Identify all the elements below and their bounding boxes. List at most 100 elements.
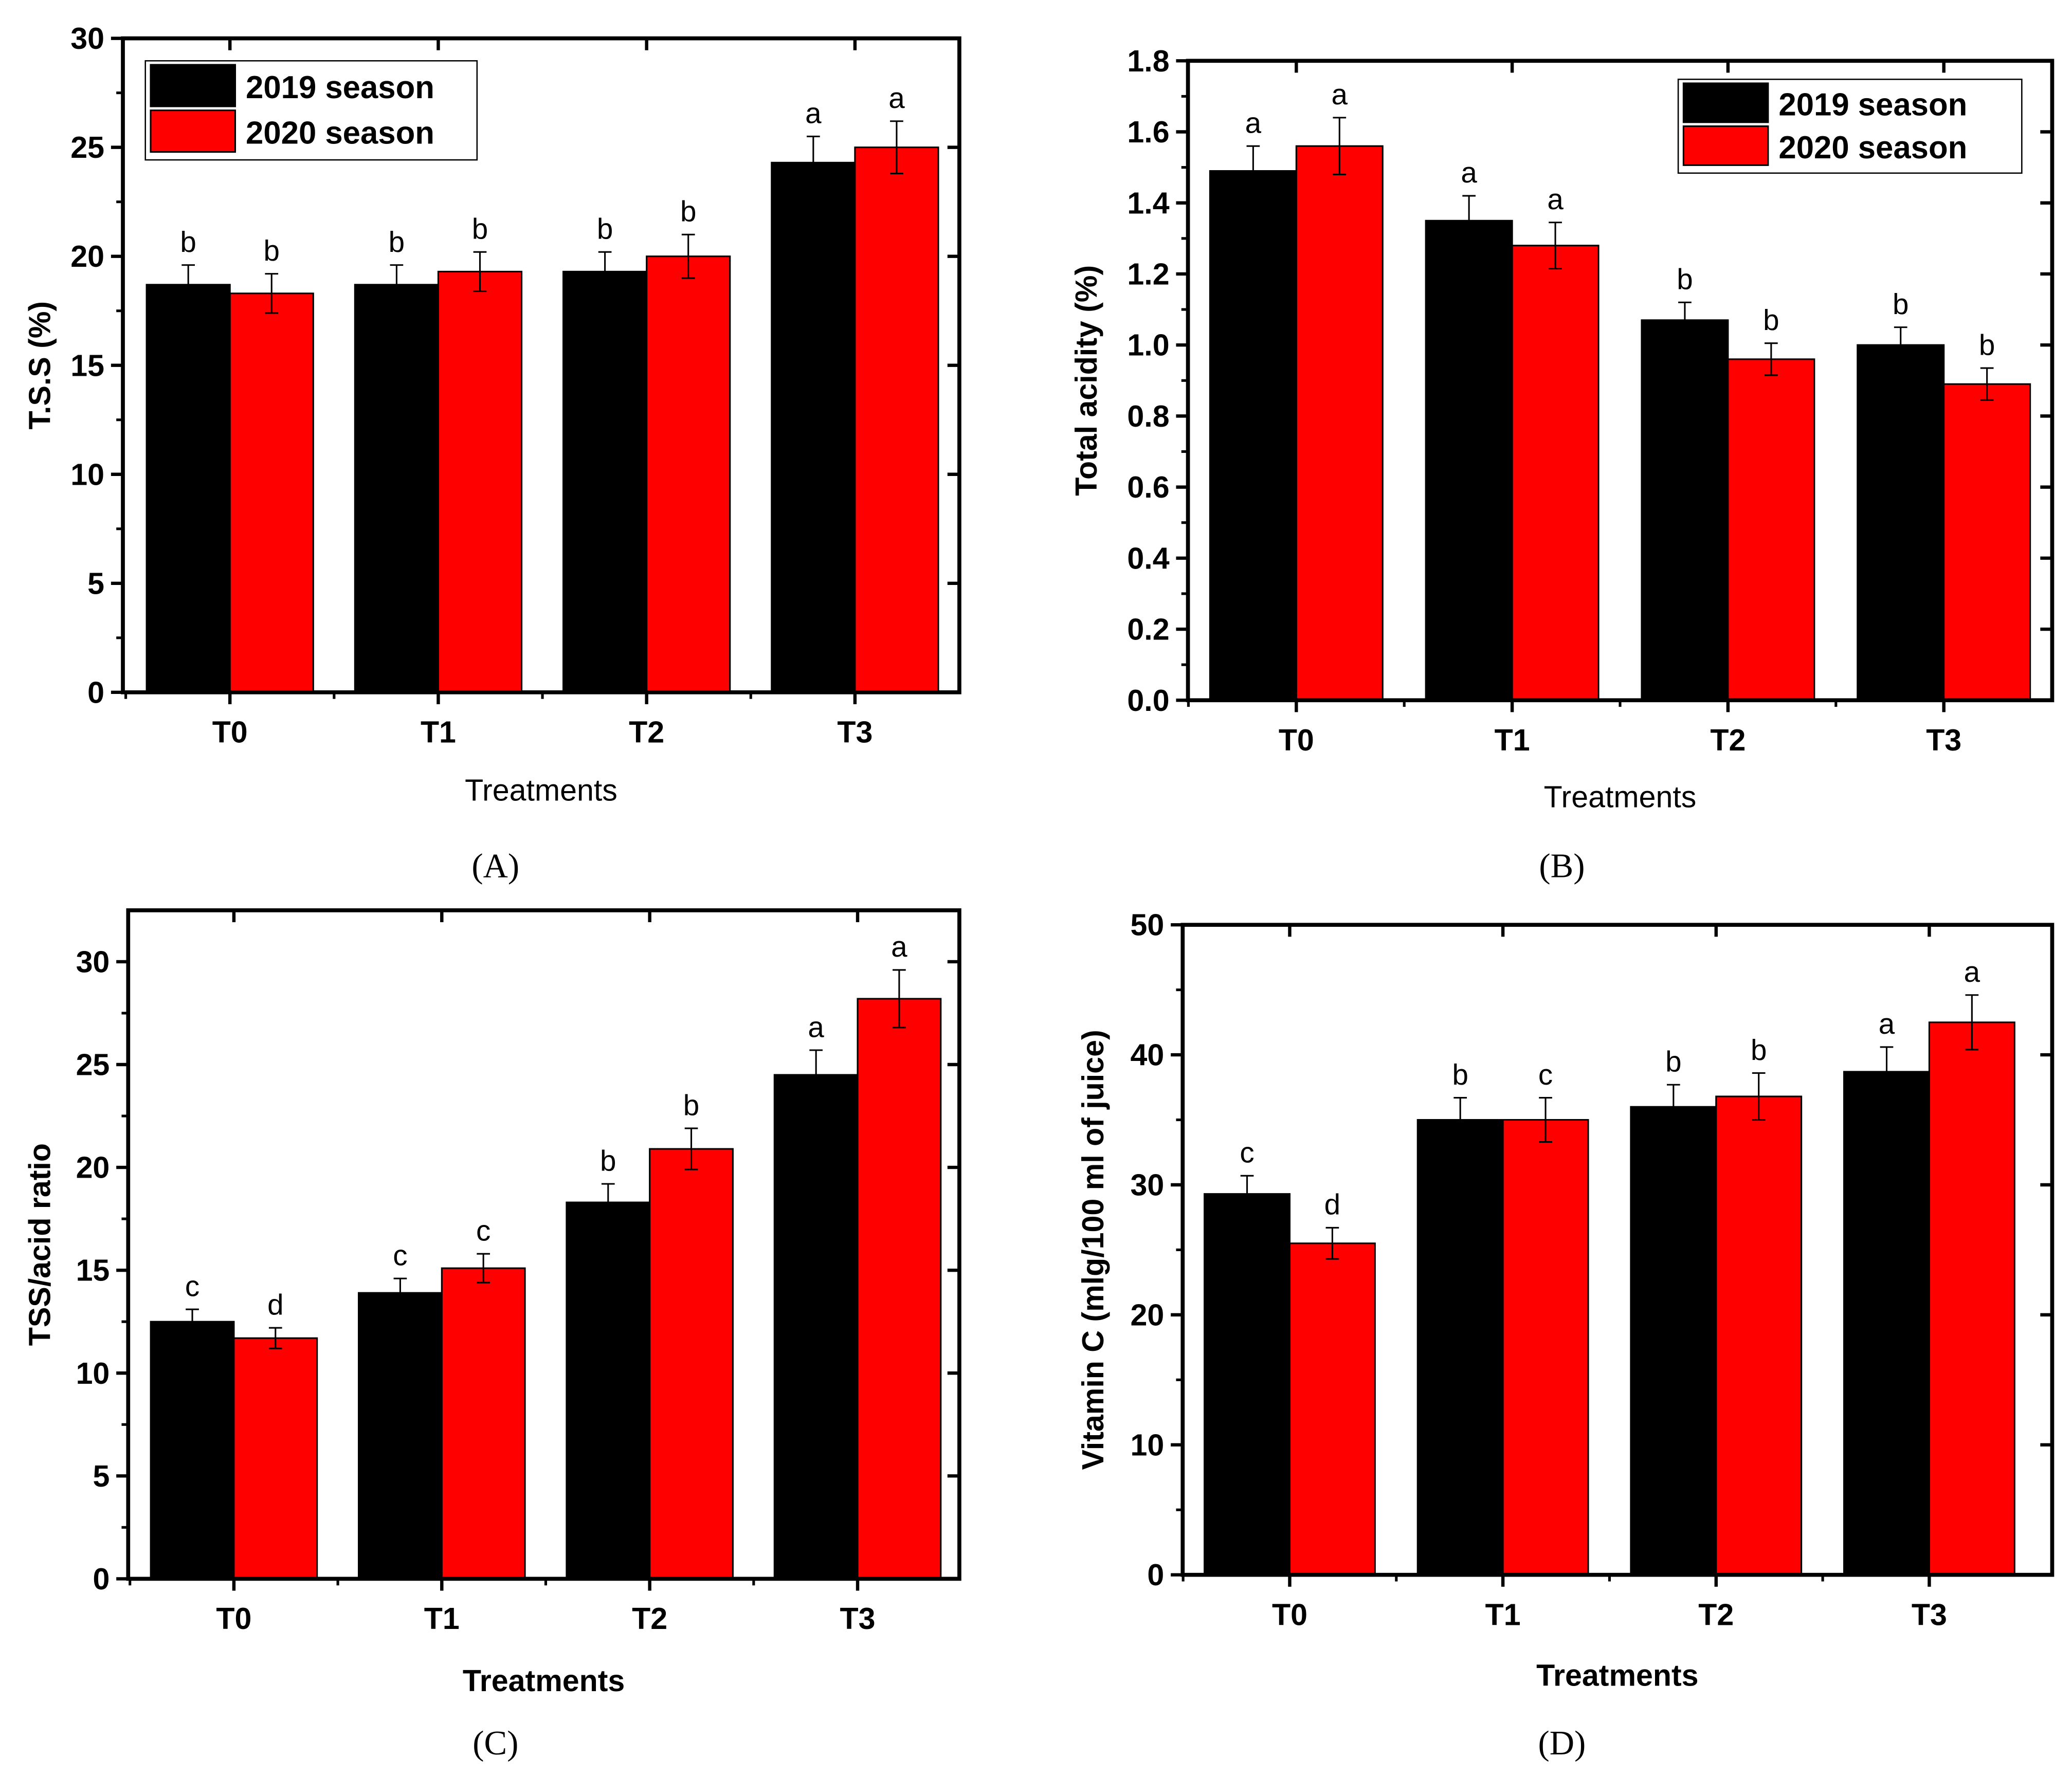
bar-2019-t3: [1843, 1071, 1930, 1576]
chart-a: b b b a b b b a 0 5 10 15 20 25 30 T0 T1 T2 T3 Treatments T.…: [23, 21, 961, 808]
bar-2019-t0: [1204, 1193, 1291, 1576]
significance-letter: b: [389, 226, 405, 258]
significance-letter: b: [180, 226, 196, 258]
significance-letter: a: [1332, 78, 1348, 111]
significance-letter: a: [1547, 183, 1564, 215]
bar-2020-t2: [1727, 358, 1815, 701]
bar-2019-t0: [150, 1321, 235, 1580]
significance-letter: a: [1879, 1007, 1895, 1040]
caption-c: (C): [472, 1724, 518, 1762]
bar-2020-t0: [229, 292, 314, 693]
significance-letter: c: [476, 1214, 490, 1247]
bar-2020-t0: [1288, 1242, 1376, 1576]
caption-d: (D): [1538, 1724, 1586, 1762]
y-tick-label: 0.4: [1127, 541, 1169, 575]
significance-letter: d: [267, 1289, 283, 1321]
chart-c: c c b a d c b a 0 5 10 15 20 25 30 T0 T1 T2 T3 Treatments TS…: [23, 908, 961, 1698]
bar-2019-t2: [1641, 319, 1729, 701]
y-tick-label: 5: [93, 1459, 110, 1493]
x-tick-label: T0: [212, 715, 248, 749]
significance-letter: c: [185, 1270, 199, 1303]
significance-letter: a: [1461, 156, 1477, 189]
x-tick-label: T2: [632, 1601, 667, 1636]
y-axis-label: TSS/acid ratio: [23, 1143, 57, 1346]
bar-2020-t3: [857, 998, 942, 1580]
significance-letter: b: [683, 1089, 699, 1121]
x-axis-label: Treatments: [1536, 1658, 1698, 1693]
y-tick-label: 0: [87, 675, 104, 709]
significance-letter: a: [1964, 956, 1980, 988]
bar-2019-t0: [146, 284, 231, 693]
significance-letter: b: [1665, 1046, 1681, 1078]
x-tick-label: T3: [837, 715, 873, 749]
significance-letter: b: [472, 212, 488, 245]
bar-2020-t1: [441, 1267, 526, 1580]
y-tick-label: 20: [76, 1150, 110, 1185]
chart-b: a a b b a a b b 0.0 0.2 0.4 0.6 0.8 1.0 1.2 1.4 1.6 1.8 T0…: [1069, 44, 2055, 814]
y-axis-label: T.S.S (%): [23, 301, 57, 430]
x-tick-label: T0: [1279, 723, 1314, 757]
y-tick-label: 10: [1131, 1427, 1165, 1462]
bar-2020-t3: [854, 146, 939, 693]
x-tick-label: T0: [216, 1601, 251, 1636]
y-tick-label: 5: [87, 566, 104, 600]
bar-2020-t2: [1715, 1095, 1803, 1576]
legend-label: 2020 season: [246, 116, 434, 151]
chart-d: c b b a d c b a 0 10 20 30 40 50 T0 T1 T2 T3 Treatments Vit…: [1076, 908, 2055, 1693]
y-tick-label: 40: [1131, 1038, 1165, 1072]
y-tick-label: 0.2: [1127, 612, 1169, 647]
significance-letter: b: [680, 195, 696, 228]
bar-2019-t3: [773, 1074, 859, 1580]
significance-letter: c: [393, 1239, 407, 1271]
legend-swatch-2020: [150, 109, 237, 153]
legend-swatch-2019: [150, 64, 237, 107]
y-tick-label: 20: [1131, 1297, 1165, 1332]
significance-letter: a: [888, 82, 905, 114]
caption-b: (B): [1539, 847, 1585, 885]
bar-2019-t2: [566, 1201, 651, 1580]
legend-label: 2020 season: [1778, 130, 1967, 166]
significance-letter: a: [808, 1011, 824, 1043]
bar-2020-t0: [233, 1337, 318, 1580]
bar-2019-t3: [1857, 344, 1945, 701]
y-tick-label: 20: [70, 239, 104, 273]
y-tick-label: 25: [76, 1048, 110, 1082]
significance-letter: b: [597, 212, 613, 245]
significance-letter: d: [1324, 1188, 1340, 1221]
bar-2019-t1: [354, 284, 439, 693]
plot-frame: [126, 908, 961, 1581]
bar-2019-t2: [562, 270, 648, 693]
y-tick-label: 1.0: [1127, 328, 1169, 362]
x-tick-label: T1: [1495, 723, 1530, 757]
significance-letter: c: [1240, 1137, 1254, 1169]
x-tick-label: T1: [1485, 1597, 1521, 1632]
x-tick-label: T1: [421, 715, 456, 749]
bar-2020-t3: [1928, 1021, 2015, 1576]
legend-label: 2019 season: [1778, 87, 1967, 122]
bar-2020-t2: [649, 1148, 734, 1580]
bar-2019-t1: [357, 1292, 443, 1580]
y-tick-label: 1.8: [1127, 44, 1169, 78]
y-tick-label: 15: [76, 1253, 110, 1288]
y-tick-label: 0.6: [1127, 470, 1169, 504]
plot-frame: [1180, 923, 2055, 1577]
significance-letter: b: [1763, 304, 1779, 336]
bar-2019-t3: [771, 161, 856, 693]
y-tick-label: 25: [70, 130, 104, 164]
bar-2020-t1: [1502, 1119, 1589, 1576]
y-tick-label: 0: [93, 1562, 110, 1596]
y-axis-label: Vitamin C (mlg/100 ml of juice): [1076, 1030, 1110, 1470]
y-tick-label: 10: [70, 457, 104, 491]
x-tick-label: T2: [1710, 723, 1746, 757]
bar-2019-t0: [1209, 170, 1297, 701]
significance-letter: b: [600, 1144, 616, 1177]
significance-letter: a: [1245, 106, 1262, 139]
bar-2019-t2: [1630, 1106, 1717, 1576]
bar-2020-t2: [646, 255, 731, 693]
x-tick-label: T3: [1926, 723, 1961, 757]
y-tick-label: 1.6: [1127, 115, 1169, 149]
y-tick-label: 30: [1131, 1168, 1165, 1202]
bar-2020-t3: [1943, 383, 2031, 701]
significance-letter: a: [891, 930, 907, 963]
